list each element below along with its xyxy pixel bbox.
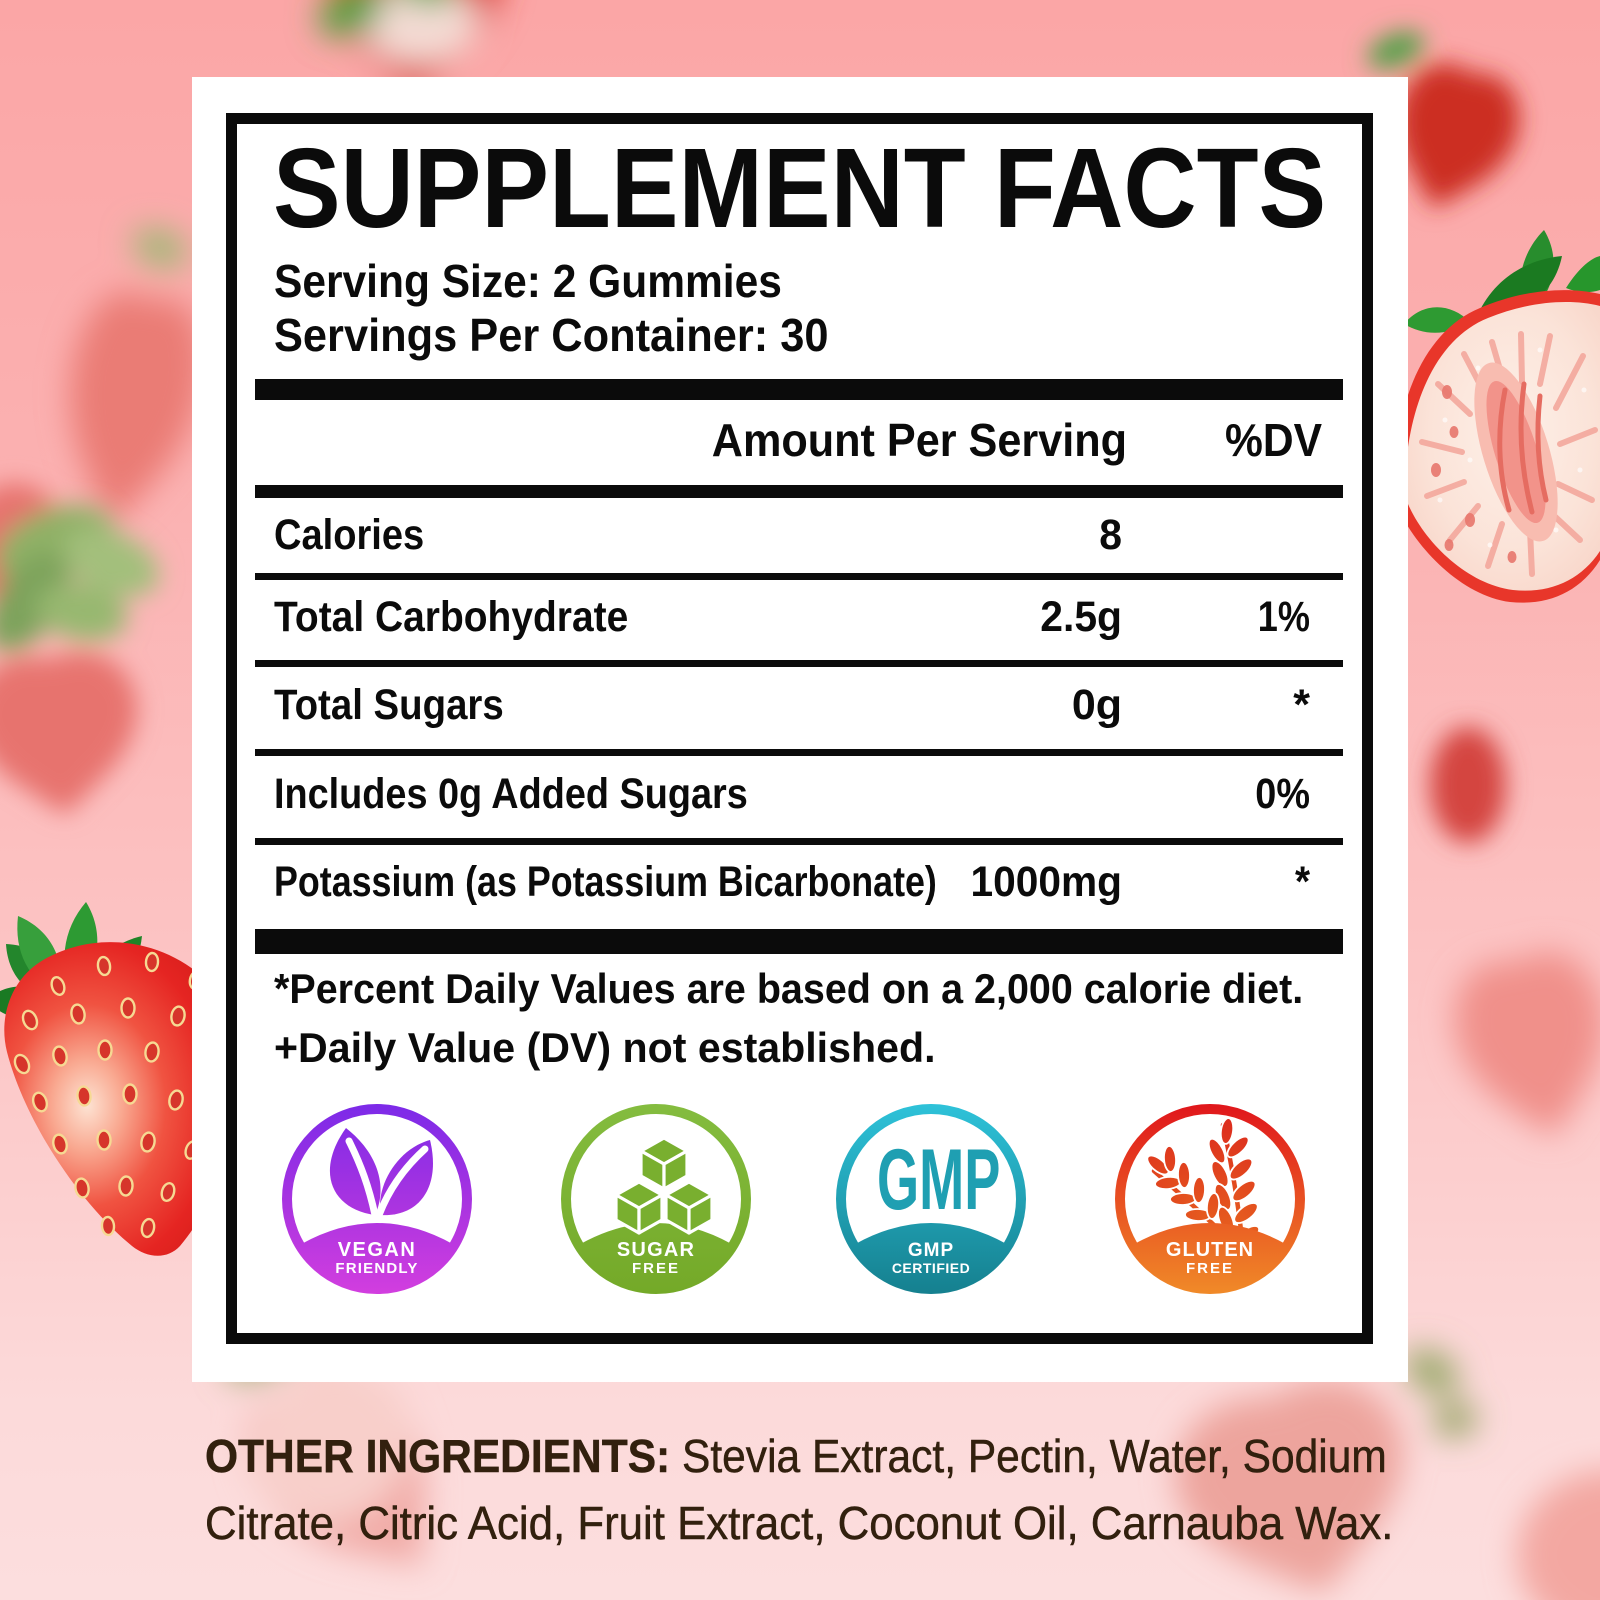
svg-text:FREE: FREE xyxy=(1186,1260,1234,1277)
svg-text:CERTIFIED: CERTIFIED xyxy=(892,1260,970,1276)
svg-text:VEGAN: VEGAN xyxy=(338,1239,417,1261)
svg-text:GMP: GMP xyxy=(908,1240,954,1261)
svg-text:FRIENDLY: FRIENDLY xyxy=(335,1260,418,1277)
svg-text:SUGAR: SUGAR xyxy=(617,1239,695,1261)
svg-text:GMP: GMP xyxy=(877,1132,1000,1228)
svg-text:GLUTEN: GLUTEN xyxy=(1166,1239,1254,1261)
svg-text:FREE: FREE xyxy=(632,1260,680,1277)
